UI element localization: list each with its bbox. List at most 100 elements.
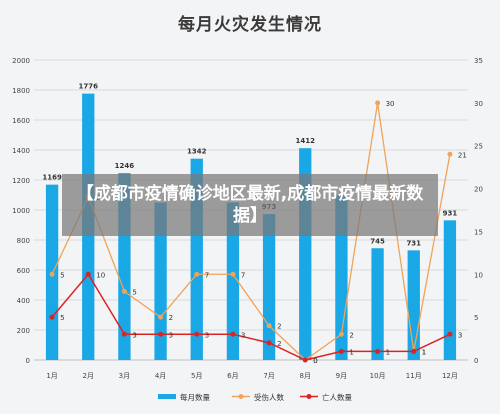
injured-data-label: 2 [349, 331, 353, 339]
y-left-tick-label: 2000 [12, 57, 30, 65]
deaths-point [302, 357, 308, 363]
deaths-point [49, 314, 55, 320]
x-tick-label: 12月 [442, 372, 458, 380]
deaths-point [194, 331, 200, 337]
injured-line [51, 102, 451, 361]
injured-data-label: 5 [132, 288, 136, 296]
x-tick-label: 10月 [370, 372, 386, 380]
bar-data-label: 1776 [79, 83, 99, 91]
y-right-tick-label: 15 [474, 228, 483, 236]
deaths-data-label: 1 [422, 348, 426, 356]
bar-data-label: 745 [370, 237, 385, 245]
deaths-point [411, 348, 417, 354]
deaths-point [121, 331, 127, 337]
bar [154, 202, 167, 360]
bar [443, 220, 457, 360]
y-left-tick-label: 0 [26, 357, 30, 365]
injured-data-label: 21 [458, 151, 467, 159]
deaths-line [51, 273, 451, 361]
deaths-data-label: 0 [313, 357, 317, 365]
deaths-point [338, 348, 344, 354]
y-left-tick-label: 1400 [12, 147, 30, 155]
bar [407, 250, 420, 360]
deaths-point [266, 340, 272, 346]
legend-swatch-bar [158, 394, 176, 399]
bar-data-label: 1169 [42, 174, 62, 182]
injured-data-label: 7 [241, 271, 245, 279]
bar-data-label: 1246 [115, 162, 135, 170]
deaths-point [447, 331, 453, 337]
x-tick-label: 1月 [46, 372, 57, 380]
legend-label: 亡人数量 [322, 392, 352, 402]
injured-data-label: 7 [205, 271, 209, 279]
y-right-tick-label: 0 [474, 357, 478, 365]
injured-point [447, 151, 453, 157]
deaths-point [85, 271, 91, 277]
bar-data-label: 1342 [187, 148, 207, 156]
x-tick-label: 2月 [83, 372, 94, 380]
injured-data-label: 30 [386, 100, 395, 108]
deaths-data-label: 3 [132, 331, 136, 339]
injured-point [230, 271, 236, 277]
bar [262, 214, 276, 360]
deaths-data-label: 3 [241, 331, 245, 339]
legend-swatch-marker [238, 394, 244, 399]
injured-data-label: 0 [313, 357, 317, 365]
y-right-tick-label: 30 [474, 100, 483, 108]
injured-point [266, 323, 272, 329]
injured-point [49, 271, 55, 277]
deaths-data-label: 10 [96, 271, 105, 279]
headline-text: 【成都市疫情确诊地区最新,成都市疫情最新数据】 [76, 184, 424, 226]
injured-data-label: 2 [277, 323, 281, 331]
x-tick-label: 8月 [300, 372, 311, 380]
bar [226, 202, 240, 360]
deaths-data-label: 2 [277, 340, 281, 348]
x-tick-label: 4月 [155, 372, 166, 380]
y-left-tick-label: 1200 [12, 177, 30, 185]
deaths-point [375, 348, 381, 354]
y-left-tick-label: 200 [17, 327, 30, 335]
y-left-tick-label: 400 [17, 297, 30, 305]
injured-point [338, 331, 344, 337]
deaths-point [158, 331, 164, 337]
y-left-tick-label: 1000 [12, 207, 30, 215]
y-left-tick-label: 600 [17, 267, 30, 275]
x-tick-label: 5月 [191, 372, 202, 380]
injured-point [121, 288, 127, 294]
bar-data-label: 931 [443, 209, 458, 217]
x-tick-label: 6月 [227, 372, 238, 380]
injured-data-label: 5 [60, 271, 64, 279]
y-right-tick-label: 10 [474, 271, 483, 279]
y-left-tick-label: 1600 [12, 117, 30, 125]
deaths-data-label: 1 [349, 348, 353, 356]
headline-banner: 【成都市疫情确诊地区最新,成都市疫情最新数据】 [62, 174, 438, 236]
injured-data-label: 2 [169, 314, 173, 322]
y-left-tick-label: 1800 [12, 87, 30, 95]
deaths-data-label: 3 [458, 331, 462, 339]
injured-data-label: 1 [422, 348, 426, 356]
y-right-tick-label: 35 [474, 57, 483, 65]
y-right-tick-label: 5 [474, 314, 478, 322]
legend-label: 每月数量 [180, 392, 210, 402]
deaths-point [230, 331, 236, 337]
legend-label: 受伤人数 [254, 392, 284, 402]
y-right-tick-label: 20 [474, 186, 483, 194]
deaths-data-label: 5 [60, 314, 64, 322]
deaths-data-label: 1 [386, 348, 390, 356]
x-tick-label: 3月 [119, 372, 130, 380]
injured-point [158, 314, 164, 320]
deaths-data-label: 3 [169, 331, 173, 339]
injured-point [375, 100, 381, 106]
chart-title: 每月火灾发生情况 [178, 15, 322, 35]
y-left-tick-label: 800 [17, 237, 30, 245]
y-right-tick-label: 25 [474, 143, 483, 151]
x-tick-label: 11月 [406, 372, 422, 380]
bar [371, 248, 384, 360]
deaths-data-label: 3 [205, 331, 209, 339]
bar-data-label: 1412 [296, 137, 316, 145]
x-tick-label: 7月 [263, 372, 274, 380]
bar-data-label: 731 [406, 239, 421, 247]
injured-point [194, 271, 200, 277]
x-tick-label: 9月 [336, 372, 347, 380]
